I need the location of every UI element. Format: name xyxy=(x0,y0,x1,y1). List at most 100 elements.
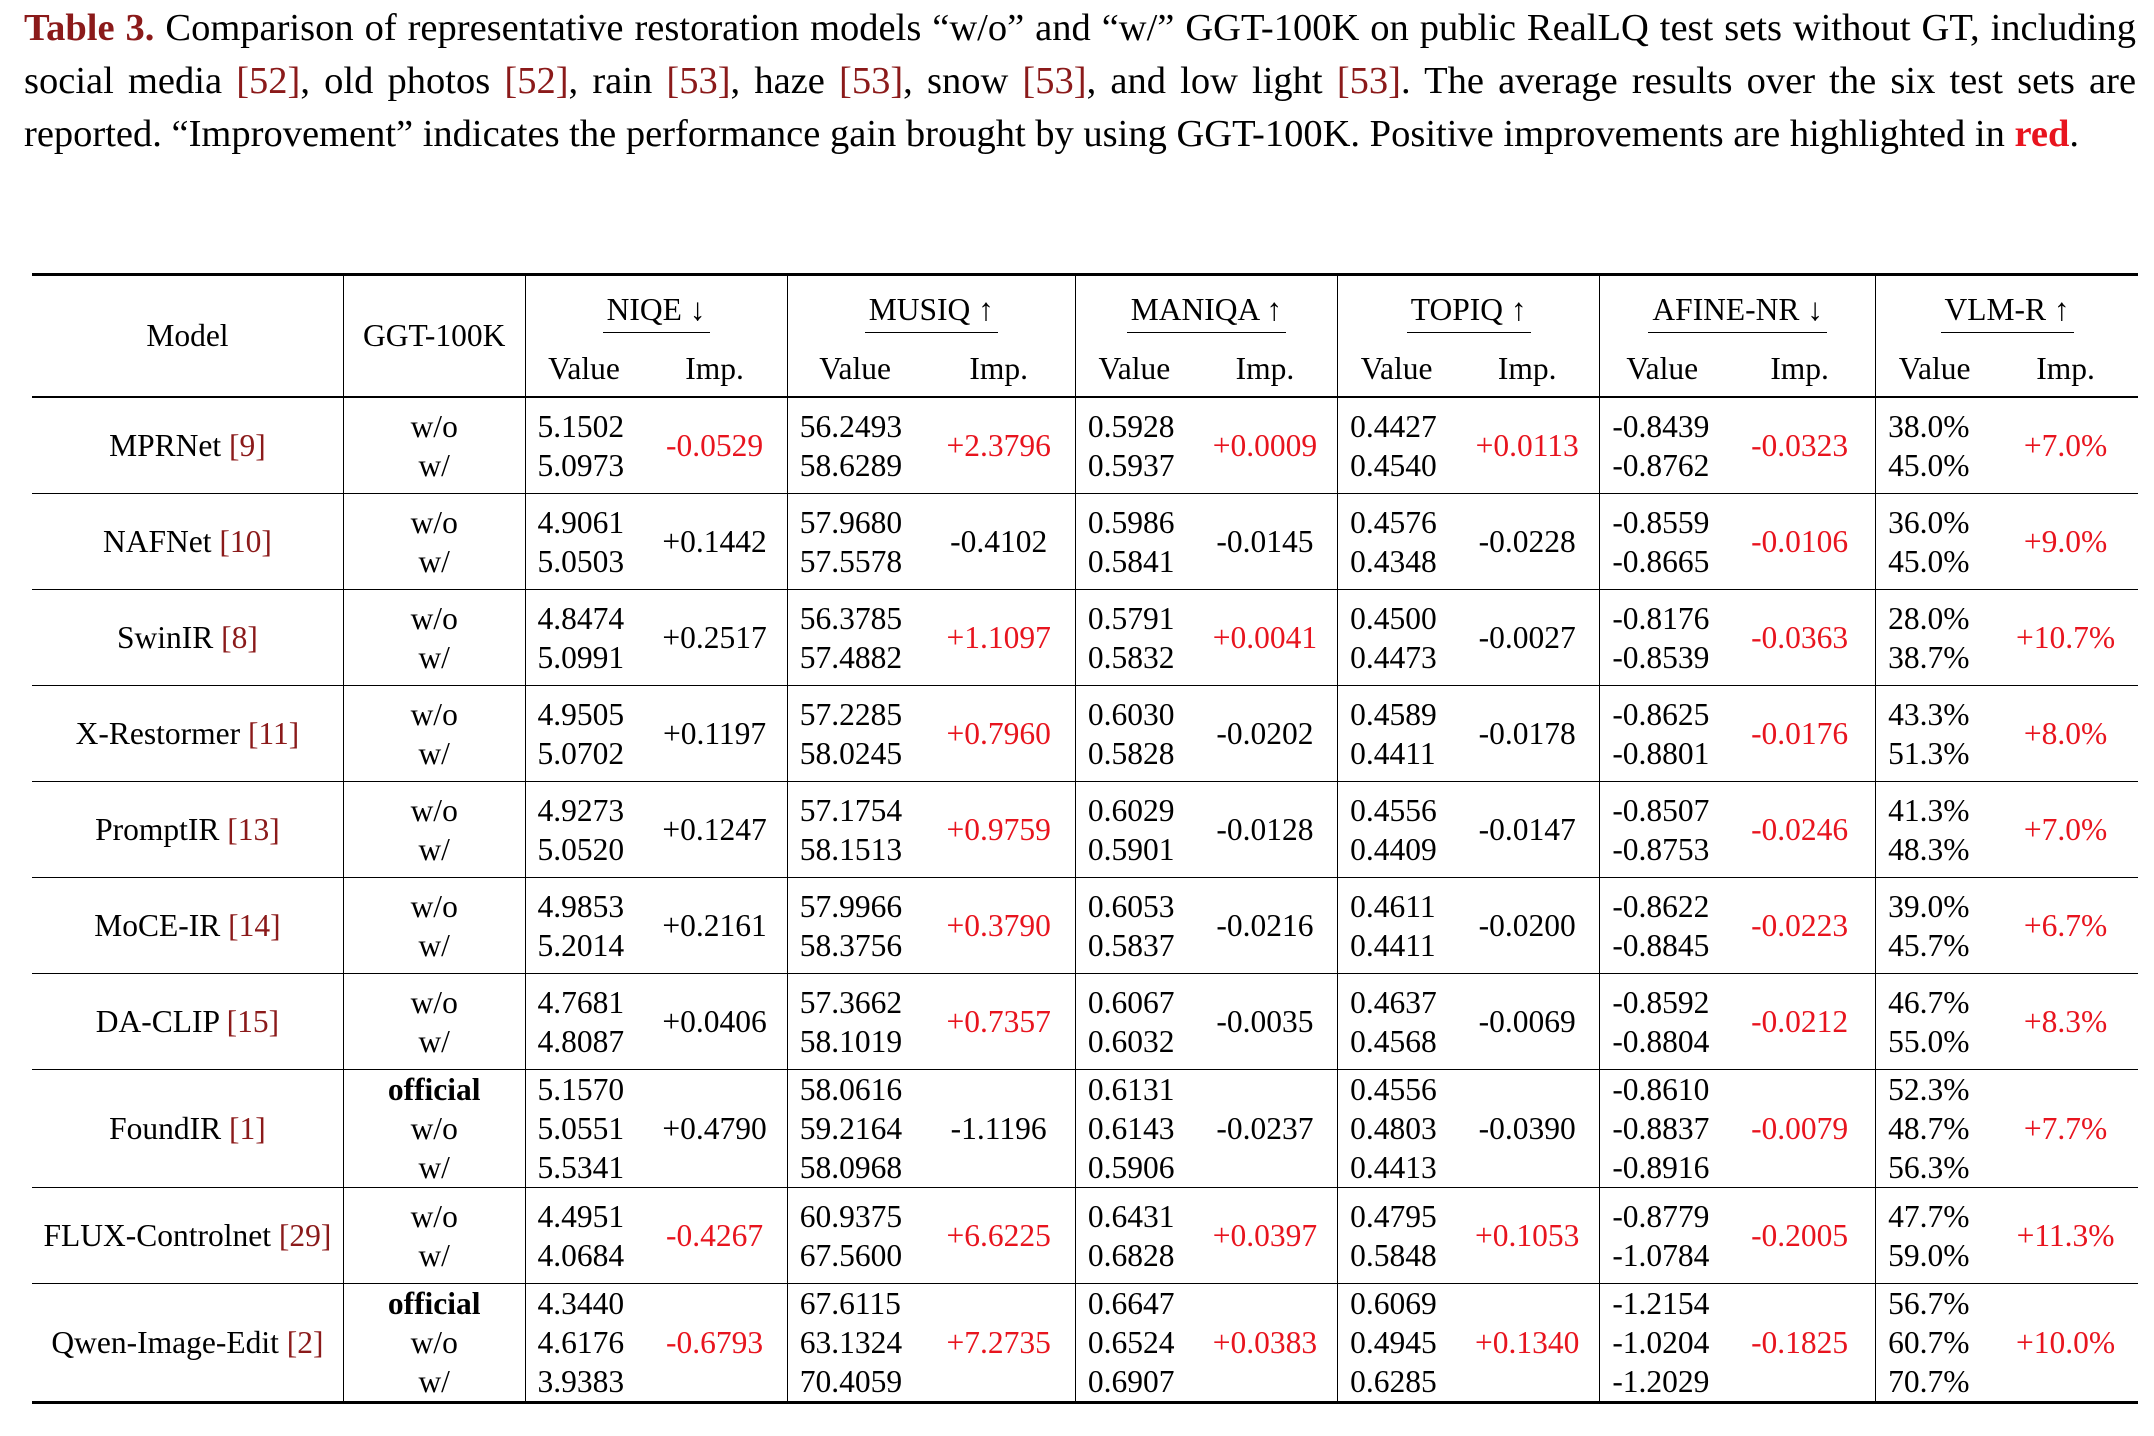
metric-value: 0.4540 xyxy=(1350,447,1437,483)
ggt-setting-cell: w/o w/ xyxy=(343,877,526,974)
improvement-value: +0.0113 xyxy=(1455,397,1601,494)
metric-value: 0.5906 xyxy=(1087,1150,1175,1185)
metric-value: 60.9375 xyxy=(799,1198,903,1234)
table-row: NAFNet [10] w/o w/4.9061 5.0503 +0.1442 57.96… xyxy=(32,493,2138,590)
metric-values-cell: 60.9375 67.5600 xyxy=(787,1188,922,1284)
ggt-setting-cell: w/o w/ xyxy=(343,493,526,590)
ggt-setting: w/ xyxy=(418,735,450,771)
metric-value: 0.6431 xyxy=(1087,1198,1175,1234)
metric-values-cell: 0.6030 0.5828 xyxy=(1075,686,1192,782)
metric-value: 0.4803 xyxy=(1350,1111,1437,1146)
metric-value: 0.6030 xyxy=(1087,696,1175,732)
model-name-cell: X-Restormer [11] xyxy=(32,685,344,782)
improvement-value: +0.2517 xyxy=(642,589,788,686)
improvement-value: -0.0363 xyxy=(1724,589,1877,686)
header-row-metrics: Model GGT-100K NIQE ↓ MUSIQ ↑ MANIQA ↑ T… xyxy=(32,274,2138,397)
metric-value: 0.4556 xyxy=(1350,792,1437,828)
metric-value: 57.2285 xyxy=(799,696,903,732)
metric-value: 0.5837 xyxy=(1087,927,1175,963)
header-metric-musiq: MUSIQ ↑ xyxy=(787,274,1076,342)
improvement-value: +0.1197 xyxy=(642,685,788,782)
metric-value: -1.2029 xyxy=(1612,1364,1710,1399)
improvement-value: -0.0237 xyxy=(1192,1069,1339,1188)
subheader-imp: Imp. xyxy=(2036,351,2095,386)
metric-values-cell: 0.4500 0.4473 xyxy=(1338,590,1455,686)
metric-value: 0.5791 xyxy=(1087,600,1175,636)
metric-value: 58.1019 xyxy=(799,1023,903,1059)
improvement-value: -0.0246 xyxy=(1724,781,1877,878)
metric-value: 60.7% xyxy=(1888,1325,1970,1360)
metric-values-cell: 56.2493 58.6289 xyxy=(787,397,922,494)
improvement-value: -0.0147 xyxy=(1455,781,1601,878)
header-row-subcolumns: Value Imp. Value Imp. Value Imp. Value Imp. Valu… xyxy=(32,342,2138,397)
metric-value: 0.4409 xyxy=(1350,831,1437,867)
metric-values-cell: 0.6647 0.6524 0.6907 xyxy=(1075,1284,1192,1403)
metric-value: 0.6029 xyxy=(1087,792,1175,828)
metric-value: -0.8539 xyxy=(1612,639,1710,675)
metric-value: 45.0% xyxy=(1888,447,1970,483)
model-citation: [13] xyxy=(227,811,280,847)
metric-values-cell: 67.6115 63.1324 70.4059 xyxy=(787,1284,922,1403)
metric-value: 0.6524 xyxy=(1087,1325,1175,1360)
metric-value: 0.4413 xyxy=(1350,1150,1437,1185)
metric-value: 0.5841 xyxy=(1087,543,1175,579)
metric-value: 0.6131 xyxy=(1087,1072,1175,1107)
metric-value: -0.8916 xyxy=(1612,1150,1710,1185)
metric-value: 47.7% xyxy=(1888,1198,1970,1234)
metric-value: 0.6032 xyxy=(1087,1023,1175,1059)
improvement-value: +7.2735 xyxy=(922,1283,1076,1403)
metric-value: -0.8762 xyxy=(1612,447,1710,483)
metric-values-cell: 4.9853 5.2014 xyxy=(525,878,642,974)
model-name-cell: MoCE-IR [14] xyxy=(32,877,344,974)
ggt-setting: w/ xyxy=(418,927,450,963)
metric-value: 57.1754 xyxy=(799,792,903,828)
metric-value: 5.0991 xyxy=(537,639,625,675)
metric-values-cell: 4.9061 5.0503 xyxy=(525,494,642,590)
metric-value: 43.3% xyxy=(1888,696,1970,732)
metric-value: 0.5901 xyxy=(1087,831,1175,867)
model-citation: [1] xyxy=(229,1110,266,1146)
improvement-value: -0.0027 xyxy=(1455,589,1601,686)
improvement-value: +0.2161 xyxy=(642,877,788,974)
metric-value: 0.6053 xyxy=(1087,888,1175,924)
metric-value: 41.3% xyxy=(1888,792,1970,828)
improvement-value: -0.0145 xyxy=(1192,493,1339,590)
metric-value: 4.4951 xyxy=(537,1198,625,1234)
metric-values-cell: 0.4556 0.4409 xyxy=(1338,782,1455,878)
metric-value: 0.6907 xyxy=(1087,1364,1175,1399)
improvement-value: -1.1196 xyxy=(922,1069,1076,1188)
improvement-value: +8.3% xyxy=(2023,1003,2108,1039)
metric-value: 0.6285 xyxy=(1350,1364,1437,1399)
model-name: FLUX-Controlnet xyxy=(43,1217,271,1253)
subheader-value: Value xyxy=(1626,351,1699,386)
ggt-setting-cell: w/o w/ xyxy=(343,589,526,686)
metric-value: 58.0968 xyxy=(799,1150,903,1185)
metric-value: 39.0% xyxy=(1888,888,1970,924)
metric-value: 0.4348 xyxy=(1350,543,1437,579)
metric-value: 5.0702 xyxy=(537,735,625,771)
improvement-value: +0.7357 xyxy=(922,973,1076,1070)
metric-value: -0.8559 xyxy=(1612,504,1710,540)
improvement-value: -0.0069 xyxy=(1455,973,1601,1070)
improvement-value: +0.7960 xyxy=(922,685,1076,782)
metric-values-cell: 0.6067 0.6032 xyxy=(1075,974,1192,1070)
metric-value: 45.7% xyxy=(1888,927,1970,963)
ggt-setting: w/ xyxy=(418,831,450,867)
table-row: FoundIR [1] official w/o w/5.1570 5.0551 5.53… xyxy=(32,1069,2138,1188)
metric-value: -0.8439 xyxy=(1612,408,1710,444)
metric-value: 0.4556 xyxy=(1350,1072,1437,1107)
metric-value: 5.5341 xyxy=(537,1150,625,1185)
caption-text: , and low light xyxy=(1086,60,1337,102)
improvement-value: +0.0397 xyxy=(1192,1187,1339,1284)
metric-value: -0.8779 xyxy=(1612,1198,1710,1234)
subheader-imp: Imp. xyxy=(1192,342,1339,397)
metric-value: 55.0% xyxy=(1888,1023,1970,1059)
table-row: DA-CLIP [15] w/o w/4.7681 4.8087 +0.0406 57.3… xyxy=(32,973,2138,1070)
model-citation: [15] xyxy=(226,1003,280,1039)
caption-citation: [53] xyxy=(839,60,904,102)
ggt-setting: official xyxy=(387,1072,481,1107)
model-name-cell: FoundIR [1] xyxy=(32,1069,344,1188)
metric-value: -0.8845 xyxy=(1612,927,1710,963)
ggt-setting-cell: w/o w/ xyxy=(343,973,526,1070)
metric-value: 0.4411 xyxy=(1350,735,1436,771)
